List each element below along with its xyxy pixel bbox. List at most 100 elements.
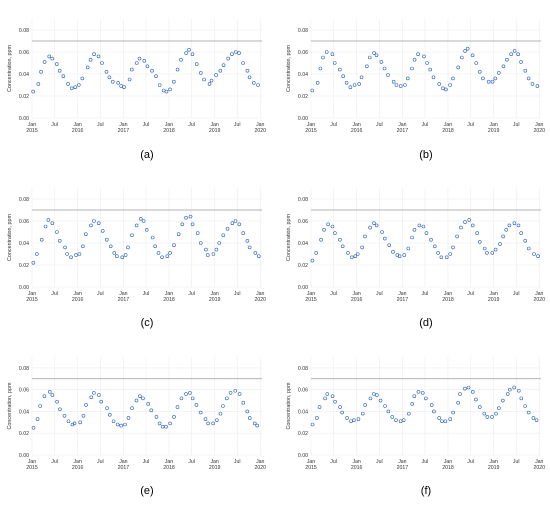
data-point (153, 244, 157, 249)
data-point (175, 405, 180, 409)
data-point (318, 66, 323, 71)
panel-label: (c) (141, 317, 154, 329)
data-point (367, 55, 372, 60)
y-tick-label: 0.00 (298, 453, 308, 459)
y-axis-label: Concentration, ppm (286, 44, 292, 92)
data-point (247, 75, 252, 80)
x-tick-year-label: 2016 (72, 465, 84, 471)
data-point (188, 214, 193, 219)
x-tick-label: Jan (210, 459, 218, 465)
data-point (315, 416, 319, 420)
data-point (470, 53, 475, 58)
panel-e: 0.00 0.02 0.04 0.06 0.08 Concentration, ppm Ja… (7, 357, 266, 497)
data-point (126, 245, 130, 250)
x-tick-label: Jan (398, 459, 406, 465)
data-point (233, 219, 238, 223)
data-point (126, 416, 131, 420)
x-tick-label: Jul (513, 122, 520, 128)
x-tick-label: Jan (165, 459, 173, 465)
data-point (218, 411, 223, 416)
data-point (532, 252, 536, 256)
data-point (482, 411, 487, 416)
data-point (424, 396, 428, 401)
data-point (504, 228, 508, 232)
data-point (190, 222, 195, 227)
data-point (443, 419, 448, 424)
data-point (471, 390, 475, 394)
data-point (214, 247, 219, 252)
data-point (230, 221, 235, 225)
data-point (490, 415, 494, 419)
data-point (405, 76, 410, 81)
x-tick-label: Jul (422, 291, 429, 297)
x-tick-year-label: 2019 (488, 297, 500, 303)
data-point (325, 392, 330, 396)
data-point (310, 422, 315, 427)
x-tick-year-label: 2017 (397, 128, 409, 134)
x-tick-year-label: 2020 (254, 128, 266, 134)
data-point (92, 391, 96, 395)
data-point (439, 255, 444, 260)
data-point (338, 237, 342, 242)
x-tick-label: Jul (330, 459, 337, 465)
data-point (459, 55, 464, 60)
data-point (70, 422, 75, 427)
data-point (448, 83, 452, 87)
data-point (374, 223, 379, 228)
x-tick-year-label: 2017 (118, 128, 130, 134)
x-tick-label: Jul (467, 459, 474, 465)
data-point (144, 228, 149, 232)
data-point (417, 223, 422, 228)
data-point (138, 394, 142, 399)
x-tick-year-label: 2018 (442, 465, 454, 471)
y-tick-label: 0.08 (298, 366, 308, 372)
data-point (535, 84, 540, 88)
x-tick-label: Jul (188, 459, 195, 465)
y-axis-label: Concentration, ppm (286, 382, 292, 430)
data-point (100, 61, 104, 65)
data-point (72, 421, 77, 426)
data-point (410, 66, 414, 71)
data-point (412, 228, 417, 232)
x-tick-label: Jan (28, 291, 36, 297)
x-tick-label: Jan (489, 459, 497, 465)
data-point (501, 234, 505, 239)
data-point (374, 53, 379, 58)
data-point (204, 247, 208, 252)
x-tick-label: Jan (119, 122, 127, 128)
data-point (485, 415, 490, 419)
data-point (57, 239, 62, 243)
data-point (123, 253, 128, 257)
data-point (470, 223, 475, 228)
data-point (412, 57, 417, 62)
data-point (175, 67, 180, 72)
x-tick-year-label: 2019 (488, 128, 500, 134)
data-point (218, 68, 223, 73)
data-point (31, 260, 36, 265)
data-point (465, 46, 470, 51)
data-point (42, 60, 47, 64)
x-tick-label: Jul (376, 459, 383, 465)
data-point (104, 70, 109, 74)
data-point (440, 419, 444, 424)
panel-a: 0.00 0.02 0.04 0.06 0.08 Concentration, ppm Ja… (7, 19, 266, 161)
data-point (378, 398, 383, 403)
panel-b: 0.00 0.02 0.04 0.06 0.08 Concentration, ppm Ja… (286, 19, 545, 161)
data-point (215, 418, 219, 422)
x-tick-label: Jan (28, 459, 36, 465)
x-tick-label: Jan (444, 459, 452, 465)
data-point (241, 231, 246, 235)
data-point (205, 253, 210, 257)
data-point (501, 64, 506, 69)
panel-label: (b) (419, 149, 432, 161)
y-tick-label: 0.02 (19, 431, 29, 437)
data-point (149, 408, 154, 413)
x-tick-label: Jan (119, 291, 127, 297)
data-point (55, 399, 59, 404)
data-point (119, 423, 123, 428)
data-point (253, 251, 258, 255)
data-point (107, 75, 112, 80)
data-point (76, 83, 81, 87)
data-point (115, 422, 120, 427)
x-tick-year-label: 2020 (533, 465, 545, 471)
